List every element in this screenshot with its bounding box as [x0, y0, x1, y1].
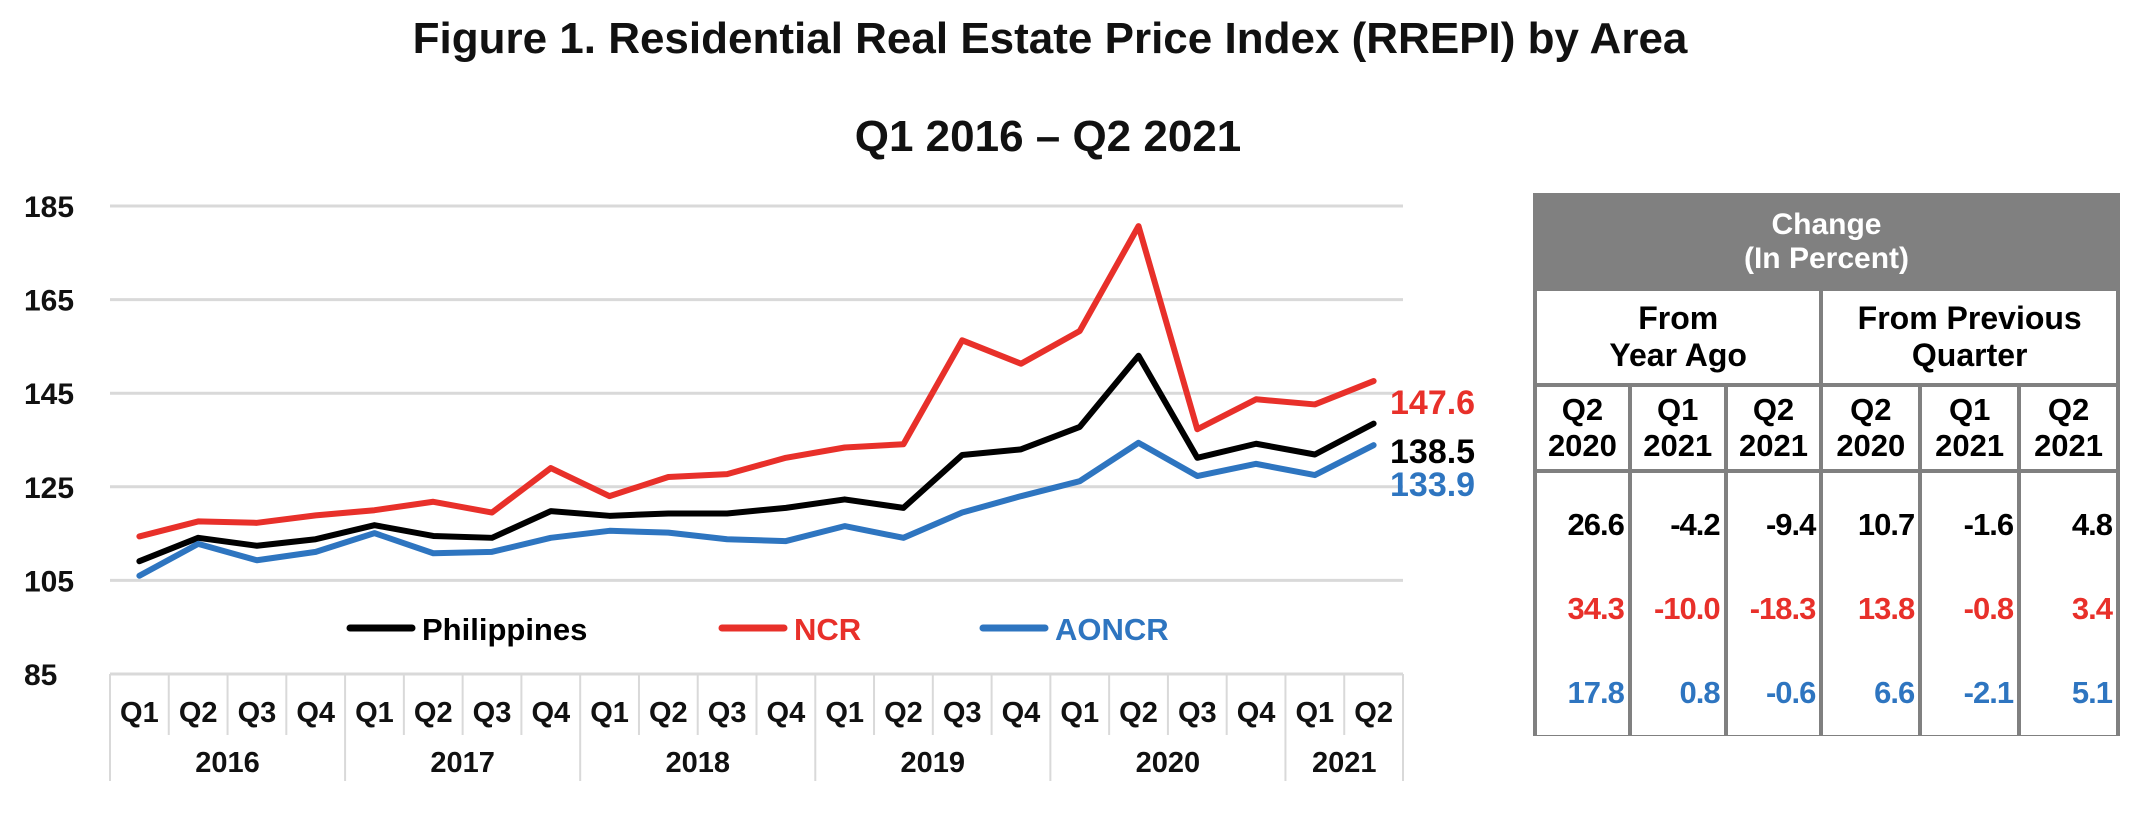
x-tick-quarter: Q3: [943, 697, 982, 729]
y-tick-label: 85: [24, 659, 57, 692]
series-line-philippines: [136, 352, 1377, 565]
table-cell-philippines: -9.4: [1765, 507, 1816, 543]
x-tick-quarter: Q3: [708, 697, 747, 729]
x-tick-quarter: Q2: [1354, 697, 1393, 729]
x-tick-quarter: Q2: [884, 697, 923, 729]
column-header: Q2 2021: [2021, 387, 2116, 469]
value-column: -1.6 -0.8 -2.1: [1922, 473, 2018, 735]
y-tick-label: 145: [24, 378, 74, 411]
x-tick-year: 2019: [901, 747, 966, 779]
table-cell-ncr: 34.3: [1567, 591, 1625, 627]
group-previous-quarter: From Previous Quarter: [1823, 291, 2116, 383]
y-tick-label: 105: [24, 565, 74, 598]
chart-subtitle: Q1 2016 – Q2 2021: [854, 112, 1242, 161]
legend-label-philippines: Philippines: [422, 612, 587, 647]
table-cell-ncr: -18.3: [1749, 591, 1817, 627]
end-label-aoncr: 133.9: [1390, 466, 1475, 504]
column-header: Q1 2021: [1631, 387, 1724, 469]
table-cell-aoncr: 5.1: [2071, 675, 2113, 711]
table-cell-ncr: -10.0: [1653, 591, 1721, 627]
x-tick-quarter: Q4: [296, 697, 335, 729]
column-header: Q2 2021: [1727, 387, 1820, 469]
x-tick-quarter: Q3: [473, 697, 512, 729]
table-cell-aoncr: 0.8: [1679, 675, 1721, 711]
table-cell-aoncr: 17.8: [1567, 675, 1625, 711]
y-tick-label: 125: [24, 472, 74, 505]
x-tick-year: 2016: [195, 747, 260, 779]
x-tick-quarter: Q1: [355, 697, 394, 729]
x-tick-quarter: Q1: [825, 697, 864, 729]
x-tick-quarter: Q2: [179, 697, 218, 729]
column-header: Q2 2020: [1823, 387, 1919, 469]
end-label-philippines: 138.5: [1390, 433, 1475, 471]
y-tick-label: 165: [24, 285, 74, 318]
legend-label-aoncr: AONCR: [1055, 612, 1169, 647]
series-line-aoncr: [136, 439, 1377, 579]
group-year-ago: From Year Ago: [1537, 291, 1820, 383]
value-column: -9.4 -18.3 -0.6: [1727, 473, 1820, 735]
table-cell-philippines: -1.6: [1963, 507, 2014, 543]
value-column: 10.7 13.8 6.6: [1823, 473, 1919, 735]
table-cell-ncr: 3.4: [2071, 591, 2113, 627]
end-label-ncr: 147.6: [1390, 384, 1475, 422]
column-header: Q1 2021: [1922, 387, 2018, 469]
x-tick-quarter: Q2: [649, 697, 688, 729]
value-column: 4.8 3.4 5.1: [2021, 473, 2116, 735]
table-header: Change (In Percent): [1537, 197, 2116, 287]
value-column: -4.2 -10.0 0.8: [1631, 473, 1724, 735]
table-cell-ncr: 13.8: [1857, 591, 1915, 627]
x-tick-quarter: Q1: [1060, 697, 1099, 729]
x-tick-year: 2020: [1136, 747, 1201, 779]
x-tick-quarter: Q1: [120, 697, 159, 729]
table-cell-philippines: 4.8: [2071, 507, 2113, 543]
table-cell-philippines: 10.7: [1857, 507, 1915, 543]
table-cell-philippines: -4.2: [1670, 507, 1720, 543]
value-column: 26.6 34.3 17.8: [1537, 473, 1628, 735]
x-tick-quarter: Q4: [1002, 697, 1041, 729]
x-tick-year: 2018: [665, 747, 730, 779]
x-tick-quarter: Q1: [1295, 697, 1334, 729]
x-tick-quarter: Q1: [590, 697, 629, 729]
chart-title: Figure 1. Residential Real Estate Price …: [412, 14, 1688, 63]
x-tick-quarter: Q3: [238, 697, 277, 729]
x-tick-quarter: Q4: [767, 697, 806, 729]
y-tick-label: 185: [24, 191, 74, 224]
x-tick-quarter: Q3: [1178, 697, 1217, 729]
line-chart: 185 165 145 125 105 85 Q1 Q2 Q3 Q4 Q1 Q2 Q3 Q4 Q1 Q2 Q3 Q…: [24, 191, 1475, 781]
x-tick-quarter: Q4: [1237, 697, 1276, 729]
table-cell-ncr: -0.8: [1963, 591, 2014, 627]
table-cell-philippines: 26.6: [1567, 507, 1625, 543]
table-cell-aoncr: 6.6: [1874, 675, 1915, 711]
series-line-ncr: [136, 223, 1377, 540]
x-tick-quarter: Q2: [1119, 697, 1158, 729]
x-tick-year: 2021: [1312, 747, 1377, 779]
x-tick-quarter: Q4: [531, 697, 570, 729]
x-tick-quarter: Q2: [414, 697, 453, 729]
table-cell-aoncr: -0.6: [1765, 675, 1816, 711]
table-cell-aoncr: -2.1: [1963, 675, 2014, 711]
column-header: Q2 2020: [1537, 387, 1628, 469]
change-table: Change (In Percent) From Year Ago From Pre…: [1533, 193, 2120, 736]
x-tick-year: 2017: [430, 747, 495, 779]
legend-label-ncr: NCR: [794, 612, 861, 647]
